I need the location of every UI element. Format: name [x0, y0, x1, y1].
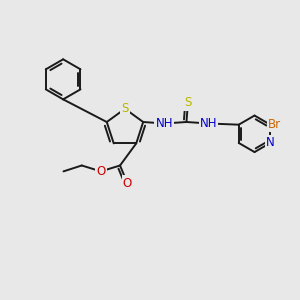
Text: S: S — [121, 102, 129, 115]
Text: N: N — [266, 136, 275, 149]
Text: Br: Br — [268, 118, 281, 131]
Text: NH: NH — [200, 117, 217, 130]
Text: S: S — [184, 96, 192, 110]
Text: O: O — [96, 165, 106, 178]
Text: O: O — [123, 177, 132, 190]
Text: NH: NH — [156, 117, 173, 130]
